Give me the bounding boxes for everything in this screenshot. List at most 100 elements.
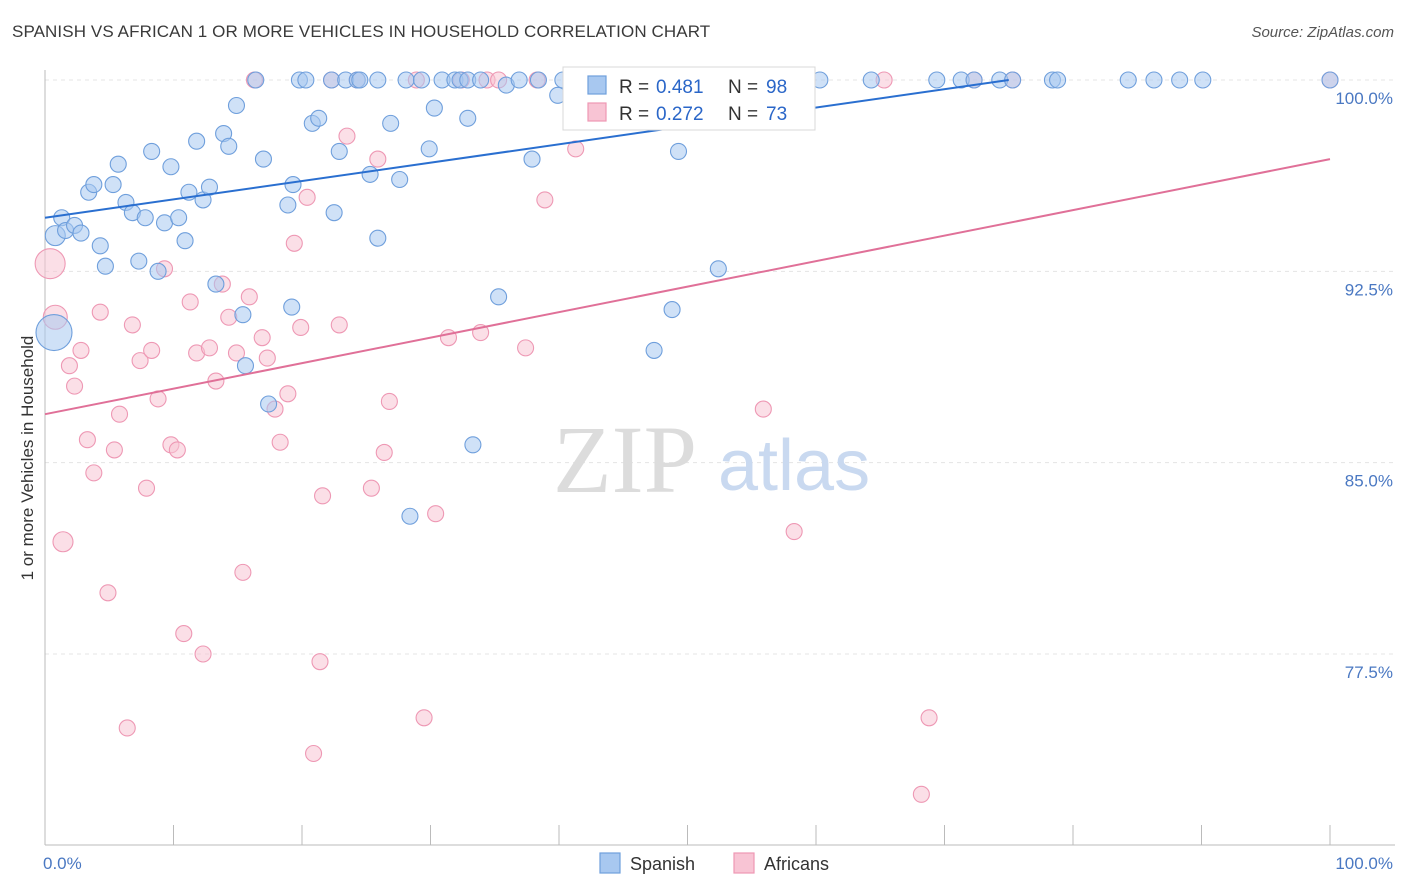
- point-spanish-26: [207, 275, 225, 293]
- y-axis-label: 1 or more Vehicles in Household: [18, 336, 37, 581]
- point-africans-41: [311, 653, 329, 671]
- point-spanish-56: [420, 140, 438, 158]
- point-africans-7: [85, 464, 103, 482]
- x-tick-label-max: 100.0%: [1335, 854, 1393, 873]
- point-africans-4: [66, 377, 84, 395]
- point-spanish-77: [669, 142, 688, 160]
- point-spanish-47: [351, 71, 369, 89]
- point-spanish-50: [369, 229, 387, 247]
- point-spanish-91: [1119, 71, 1137, 89]
- point-africans-39: [292, 318, 310, 337]
- point-spanish-39: [297, 71, 315, 89]
- y-tick-label-2: 85.0%: [1345, 472, 1393, 491]
- bottom-legend-swatch-spanish: [599, 852, 621, 874]
- point-spanish-51: [382, 114, 400, 132]
- point-africans-28: [220, 308, 238, 326]
- point-africans-44: [330, 316, 348, 334]
- point-spanish-23: [188, 132, 206, 150]
- point-spanish-67: [510, 71, 528, 89]
- trend-lines: [44, 79, 1331, 416]
- tick-labels: 100.0% 92.5% 85.0% 77.5% 0.0% 100.0%: [43, 89, 1393, 873]
- point-spanish-63: [464, 436, 482, 454]
- point-spanish-5: [72, 224, 90, 242]
- point-africans-6: [78, 431, 96, 449]
- point-spanish-36: [284, 176, 302, 194]
- point-africans-45: [338, 127, 356, 145]
- point-africans-22: [181, 293, 199, 311]
- point-africans-25: [200, 339, 219, 357]
- point-africans-21: [175, 625, 193, 643]
- point-spanish-20: [170, 209, 188, 227]
- bottom-legend-africans: Africans: [764, 854, 829, 874]
- point-spanish-34: [260, 395, 278, 413]
- point-spanish-28: [220, 137, 238, 155]
- point-africans-11: [110, 405, 129, 423]
- point-africans-15: [137, 479, 156, 497]
- point-spanish-75: [645, 341, 663, 359]
- point-spanish-64: [472, 71, 490, 89]
- point-africans-50: [380, 392, 398, 410]
- legend-africans-n-value: 73: [766, 104, 787, 125]
- point-spanish-31: [236, 357, 255, 375]
- bottom-legend-swatch-africans: [733, 852, 755, 874]
- point-spanish-52: [391, 170, 409, 189]
- legend-swatch-spanish: [587, 75, 607, 95]
- point-spanish-32: [247, 71, 265, 89]
- point-africans-64: [754, 400, 772, 418]
- point-spanish-55: [412, 71, 431, 89]
- point-spanish-41: [310, 109, 328, 127]
- point-spanish-33: [254, 150, 273, 168]
- axes: [44, 70, 1395, 846]
- point-spanish-17: [149, 262, 167, 280]
- point-spanish-84: [928, 71, 946, 89]
- point-africans-51: [305, 744, 323, 763]
- bottom-legend-spanish: Spanish: [630, 854, 695, 874]
- point-africans-5: [72, 341, 90, 359]
- chart-title: SPANISH VS AFRICAN 1 OR MORE VEHICLES IN…: [12, 22, 711, 41]
- point-africans-16: [143, 341, 161, 359]
- point-africans-38: [285, 234, 303, 252]
- point-africans-68: [912, 785, 930, 803]
- point-spanish-8: [91, 237, 109, 255]
- point-africans-13: [123, 316, 141, 334]
- chart-source: Source: ZipAtlas.com: [1251, 24, 1394, 41]
- point-spanish-29: [227, 96, 246, 115]
- point-spanish-10: [104, 176, 122, 194]
- point-spanish-57: [425, 99, 443, 117]
- point-spanish-0: [35, 314, 73, 352]
- point-spanish-43: [325, 204, 343, 222]
- point-spanish-79: [709, 260, 727, 278]
- point-africans-36: [271, 433, 289, 451]
- point-spanish-35: [279, 196, 297, 214]
- point-spanish-37: [283, 298, 301, 316]
- stats-legend: R = 0.481 N = 98 R = 0.272 N = 73: [562, 66, 816, 131]
- trend-line-spanish: [44, 79, 1009, 219]
- point-africans-10: [105, 441, 123, 459]
- watermark-atlas: atlas: [718, 426, 870, 506]
- point-africans-14: [131, 352, 149, 370]
- point-africans-37: [279, 385, 297, 403]
- point-spanish-48: [361, 165, 379, 183]
- x-tick-label-min: 0.0%: [43, 854, 82, 873]
- point-spanish-65: [490, 288, 508, 306]
- point-africans-60: [517, 339, 535, 357]
- point-africans-8: [91, 303, 109, 321]
- point-spanish-61: [459, 109, 477, 127]
- point-africans-29: [227, 344, 246, 362]
- legend-spanish-r-label: R =: [619, 77, 649, 98]
- point-africans-9: [99, 584, 117, 602]
- point-spanish-54: [401, 507, 419, 525]
- point-africans-33: [253, 329, 271, 347]
- point-spanish-69: [529, 71, 547, 89]
- point-spanish-44: [330, 142, 348, 160]
- legend-spanish-r-value: 0.481: [656, 77, 704, 98]
- point-spanish-90: [1049, 71, 1067, 89]
- point-spanish-21: [176, 232, 194, 250]
- point-spanish-7: [85, 176, 103, 194]
- point-africans-31: [240, 288, 258, 306]
- point-africans-34: [258, 349, 276, 367]
- point-spanish-11: [109, 155, 127, 173]
- point-spanish-53: [397, 71, 415, 89]
- point-africans-69: [920, 709, 938, 727]
- legend-swatch-africans: [587, 102, 607, 122]
